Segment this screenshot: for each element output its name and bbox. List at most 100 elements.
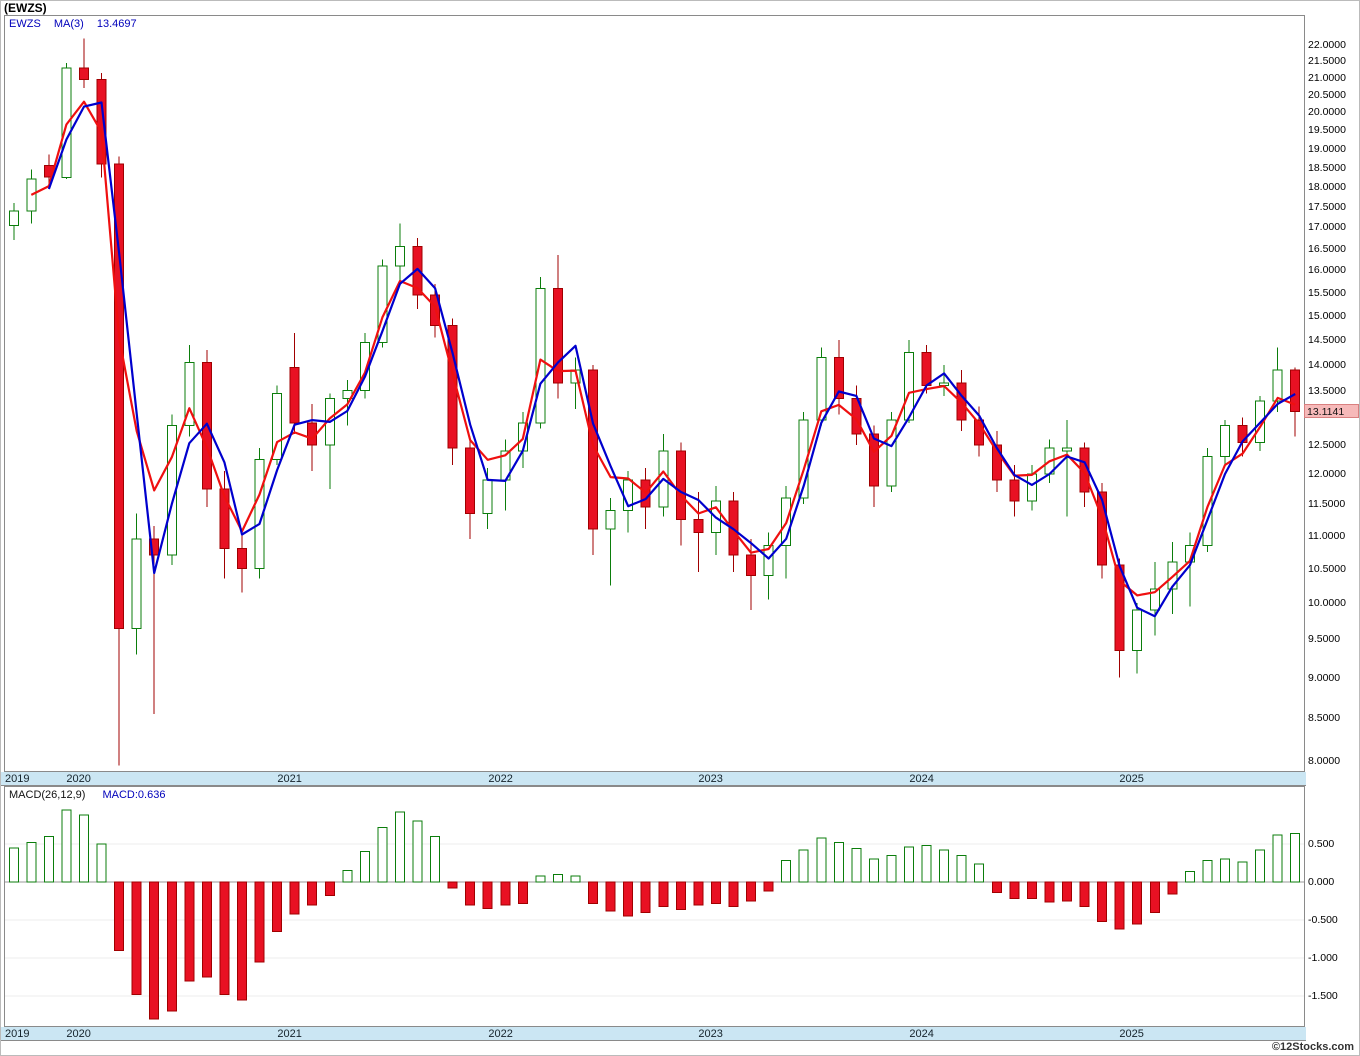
year-label: 2022 — [488, 1028, 513, 1040]
macd-bar — [272, 881, 283, 932]
legend-ma-label: MA(3) — [53, 18, 84, 30]
macd-bar — [114, 881, 125, 951]
macd-bar — [1026, 881, 1037, 900]
candle — [79, 67, 89, 81]
price-axis-label: 9.5000 — [1308, 633, 1341, 645]
macd-bar — [605, 881, 616, 912]
macd-bar — [237, 881, 247, 1001]
candle — [1062, 447, 1072, 452]
price-axis-label: 14.0000 — [1308, 359, 1346, 371]
candle — [921, 351, 932, 386]
price-axis-label: 15.5000 — [1308, 287, 1346, 299]
year-label: 2022 — [488, 773, 513, 785]
macd-bar — [1220, 858, 1230, 883]
candle — [868, 433, 879, 487]
macd-bar — [535, 875, 546, 883]
macd-bar — [1184, 870, 1195, 883]
legend-ma-value: 13.4697 — [96, 18, 137, 30]
macd-bar — [763, 881, 774, 892]
macd-bar — [991, 881, 1002, 894]
candle — [412, 246, 423, 296]
macd-axis-label: 0.000 — [1308, 876, 1335, 888]
price-axis-label: 17.5000 — [1308, 201, 1346, 213]
macd-bar — [1062, 881, 1072, 902]
price-axis-label: 16.5000 — [1308, 243, 1346, 255]
macd-bar — [868, 858, 879, 883]
legend-symbol: EWZS — [9, 18, 41, 30]
price-axis-label: 19.5000 — [1308, 124, 1346, 136]
year-label: 2019 — [5, 773, 30, 785]
candle — [1149, 588, 1160, 611]
macd-bar — [1079, 881, 1090, 907]
candle — [1220, 425, 1230, 458]
macd-bar — [1097, 881, 1108, 922]
macd-bar — [675, 881, 686, 910]
price-axis-label: 18.0000 — [1308, 181, 1346, 193]
candle — [1290, 369, 1301, 412]
macd-chart-svg — [5, 809, 1304, 1020]
macd-bar — [956, 854, 967, 883]
macd-legend: MACD(26,12,9) MACD:0.636 — [9, 789, 175, 801]
macd-bar — [324, 881, 335, 897]
candle — [465, 447, 476, 514]
macd-bar — [517, 881, 528, 904]
candle — [1009, 479, 1020, 502]
year-label: 2023 — [698, 1028, 723, 1040]
macd-bar — [149, 881, 160, 1020]
candle — [1167, 561, 1178, 590]
price-axis-label: 11.5000 — [1308, 498, 1346, 510]
price-axis-label: 12.5000 — [1308, 439, 1346, 451]
candle — [991, 444, 1002, 481]
year-axis-bottom: 2019 2020 2021 2022 2023 2024 2025 — [1, 1027, 1306, 1041]
year-label: 2021 — [277, 1028, 302, 1040]
macd-bar — [1132, 881, 1143, 925]
price-axis-label: 16.0000 — [1308, 264, 1346, 276]
price-axis-label: 19.0000 — [1308, 143, 1346, 155]
candle — [816, 356, 827, 421]
candle — [693, 519, 704, 533]
candle — [553, 287, 563, 384]
macd-bar — [1255, 849, 1266, 883]
macd-bar — [588, 881, 599, 904]
year-label: 2024 — [909, 773, 934, 785]
macd-bar — [1202, 860, 1213, 883]
year-label: 2025 — [1119, 773, 1144, 785]
candle — [289, 366, 300, 424]
macd-bar — [1044, 881, 1055, 903]
macd-bar — [307, 881, 318, 906]
price-axis-label: 10.5000 — [1308, 563, 1346, 575]
price-axis-label: 15.0000 — [1308, 310, 1346, 322]
year-label: 2024 — [909, 1028, 934, 1040]
macd-bar — [658, 881, 669, 907]
price-axis-label: 13.5000 — [1308, 385, 1346, 397]
macd-axis-label: -1.500 — [1308, 990, 1338, 1002]
candle — [61, 67, 72, 178]
macd-bar — [1272, 834, 1283, 883]
macd-bar — [412, 820, 423, 883]
year-label: 2025 — [1119, 1028, 1144, 1040]
candle — [395, 246, 405, 267]
macd-bar — [43, 835, 54, 883]
macd-bar — [342, 870, 353, 883]
macd-bar — [939, 849, 950, 883]
candle — [763, 544, 774, 576]
ma-fast-line — [47, 101, 1296, 618]
price-axis-label: 10.0000 — [1308, 597, 1346, 609]
price-axis-label: 14.5000 — [1308, 334, 1346, 346]
watermark: ©12Stocks.com — [1271, 1041, 1354, 1053]
macd-bar — [746, 881, 756, 902]
macd-bar — [974, 863, 985, 883]
price-axis-label: 22.0000 — [1308, 39, 1346, 51]
price-axis-label: 11.0000 — [1308, 530, 1346, 542]
price-chart-svg — [8, 38, 1301, 766]
macd-bar — [798, 849, 809, 883]
year-label: 2023 — [698, 773, 723, 785]
candle — [272, 392, 283, 460]
candle — [219, 488, 230, 550]
candle — [746, 554, 756, 576]
macd-panel: MACD(26,12,9) MACD:0.636 — [4, 786, 1305, 1027]
year-label: 2019 — [5, 1028, 30, 1040]
price-axis-label: 20.0000 — [1308, 106, 1346, 118]
candle — [26, 178, 37, 212]
price-axis-label: 9.0000 — [1308, 672, 1341, 684]
